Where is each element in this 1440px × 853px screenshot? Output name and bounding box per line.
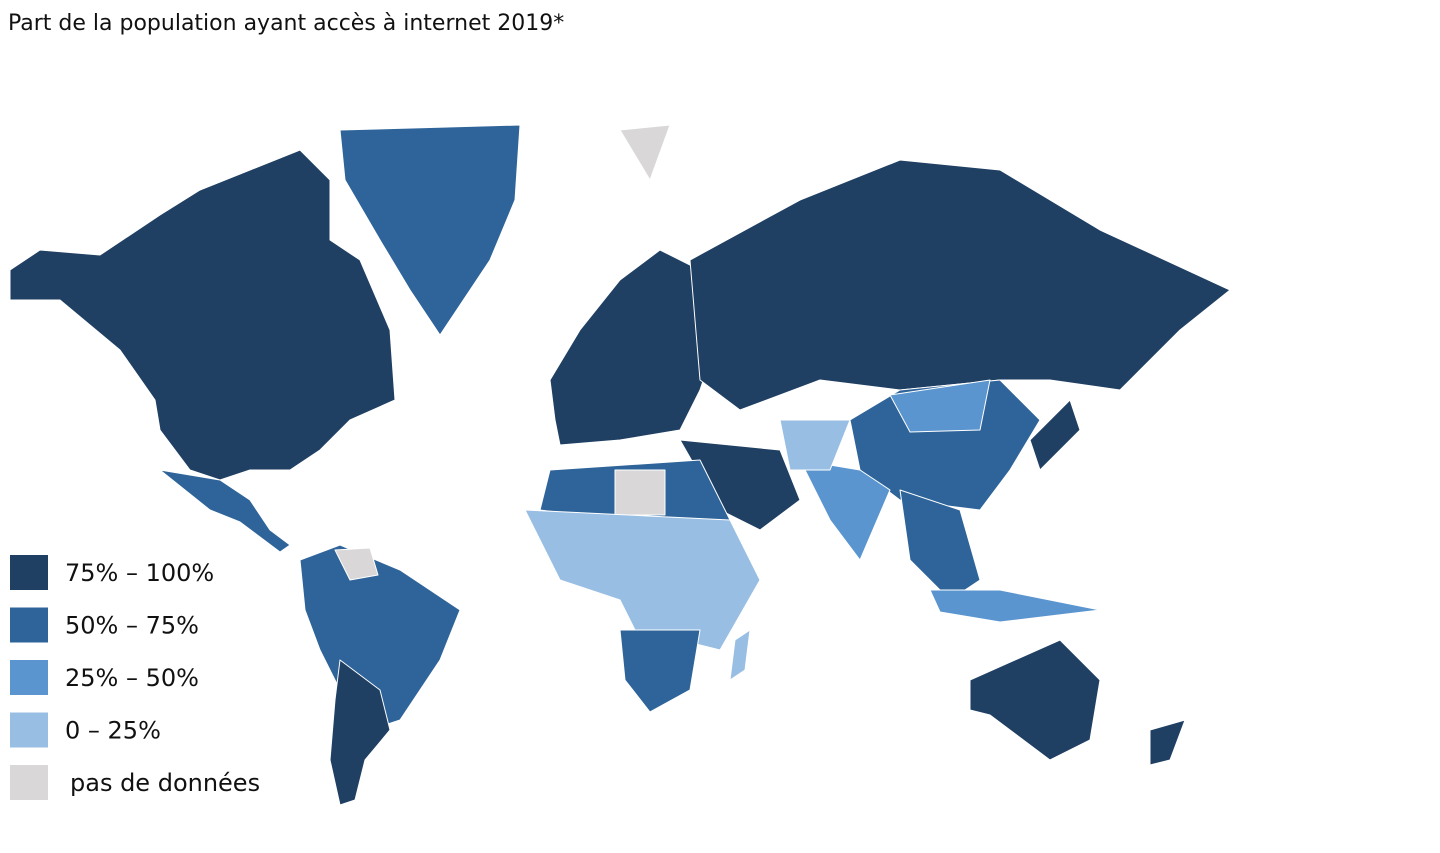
legend-label: pas de données: [70, 769, 260, 797]
legend-swatch: [10, 712, 48, 748]
legend-swatch: [10, 555, 48, 590]
legend-swatch: [10, 607, 48, 643]
india: [799, 459, 891, 561]
legend: 75% – 100% 50% – 75% 25% – 50% 0 – 25% pas d…: [10, 555, 260, 800]
legend-swatch: [10, 765, 48, 800]
indonesia: [929, 589, 1101, 623]
new-zealand: [1149, 719, 1186, 766]
madagascar: [729, 629, 751, 681]
australia: [969, 639, 1101, 761]
legend-label: 25% – 50%: [65, 664, 199, 692]
greenland: [339, 124, 521, 336]
sub-saharan-africa: [524, 509, 761, 651]
mongolia: [889, 379, 991, 433]
central-america: [159, 469, 291, 553]
russia: [689, 159, 1231, 411]
central-asia: [779, 419, 851, 471]
legend-swatch: [10, 660, 48, 695]
libya: [614, 469, 666, 516]
southern-africa: [619, 629, 701, 713]
argentina-chile: [329, 659, 391, 806]
world-map: [9, 124, 1231, 806]
title: Part de la population ayant accès à inte…: [8, 11, 564, 36]
north-america: [9, 149, 396, 481]
legend-label: 50% – 75%: [65, 612, 199, 640]
svalbard: [619, 124, 671, 181]
venezuela: [334, 547, 379, 581]
legend-label: 75% – 100%: [65, 559, 214, 587]
japan: [1029, 399, 1081, 471]
legend-label: 0 – 25%: [65, 717, 161, 745]
